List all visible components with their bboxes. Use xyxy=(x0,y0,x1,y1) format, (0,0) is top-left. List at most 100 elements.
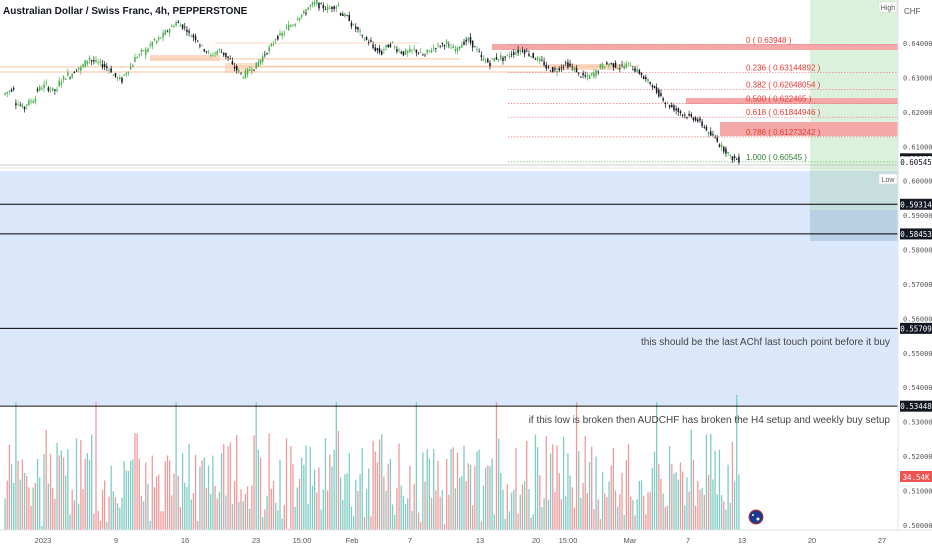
volume-bar xyxy=(236,435,238,530)
volume-bar xyxy=(329,454,331,530)
volume-bar xyxy=(207,465,210,530)
price-level-badge-bg xyxy=(900,322,932,334)
candle-body xyxy=(432,47,435,49)
candle-body xyxy=(681,114,684,116)
candle-body xyxy=(406,50,409,53)
volume-bar xyxy=(216,498,218,530)
volume-bar xyxy=(121,497,123,530)
candle-body xyxy=(729,155,732,157)
price-axis[interactable] xyxy=(898,0,932,530)
volume-bar xyxy=(309,447,311,530)
fibonacci-retracement[interactable]: 0 ( 0.63948 ) 0.236 ( 0.63144892 ) 0.382 (… xyxy=(508,36,898,163)
candle-body xyxy=(679,111,682,114)
volume-bar xyxy=(541,507,543,530)
candle-body xyxy=(493,58,496,62)
candle-body xyxy=(439,45,441,47)
volume-bar xyxy=(727,464,729,530)
volume-bar xyxy=(688,491,690,530)
candle-body xyxy=(508,55,511,57)
candle-body xyxy=(528,53,530,56)
volume-bar xyxy=(19,479,21,530)
volume-bar xyxy=(203,457,205,530)
volume-bar xyxy=(123,461,125,530)
volume-bar xyxy=(684,505,686,530)
volume-bar xyxy=(645,514,647,530)
candle-body xyxy=(296,19,299,21)
candle-body xyxy=(456,47,459,51)
volume-bar xyxy=(8,444,11,530)
candle-body xyxy=(526,50,528,52)
volume-bar xyxy=(506,484,508,530)
candle-body xyxy=(556,70,558,73)
candle-body xyxy=(84,60,86,68)
candle-body xyxy=(335,6,338,9)
australia-flag-icon[interactable] xyxy=(748,509,764,525)
candle-body xyxy=(580,76,582,78)
orange-zone xyxy=(150,55,220,61)
volume-bar xyxy=(363,517,366,530)
volume-bar xyxy=(95,402,97,530)
volume-bar xyxy=(720,495,723,530)
candle-body xyxy=(694,117,697,121)
volume-bar xyxy=(253,435,255,530)
candle-body xyxy=(99,61,102,63)
candle-body xyxy=(326,6,329,10)
candle-body xyxy=(597,71,599,73)
volume-bar xyxy=(13,482,15,530)
volume-bar xyxy=(199,466,201,530)
candle-body xyxy=(426,49,428,53)
candle-body xyxy=(616,67,619,69)
candle-body xyxy=(419,51,422,53)
volume-bar xyxy=(127,470,130,530)
candle-body xyxy=(441,43,444,44)
annotation-last-touch: this should be the last AChf last touch … xyxy=(641,337,890,348)
candle-body xyxy=(363,39,366,41)
time-axis[interactable] xyxy=(0,530,932,550)
candle-body xyxy=(58,80,60,87)
candle-body xyxy=(255,62,257,69)
candle-body xyxy=(601,63,604,69)
candle-body xyxy=(153,39,156,40)
candle-body xyxy=(510,54,513,55)
candle-body xyxy=(655,87,658,93)
candle-body xyxy=(21,104,24,108)
volume-bar xyxy=(73,500,76,530)
candle-body xyxy=(209,54,212,56)
candle-body xyxy=(539,58,541,62)
candle-body xyxy=(88,57,91,60)
flag-star-icon xyxy=(756,517,760,521)
volume-bar xyxy=(569,475,571,530)
volume-bar xyxy=(15,402,17,530)
volume-bar xyxy=(97,510,99,530)
candle-body xyxy=(437,44,439,45)
candle-body xyxy=(577,72,580,74)
volume-bar xyxy=(610,465,612,530)
candle-body xyxy=(569,63,571,67)
candle-body xyxy=(402,51,405,56)
volume-bar xyxy=(339,477,342,530)
volume-bar xyxy=(454,488,456,530)
candle-body xyxy=(688,113,690,116)
volume-bar xyxy=(188,443,190,530)
candle-body xyxy=(673,105,675,111)
candle-body xyxy=(536,57,539,60)
volume-bar xyxy=(201,460,203,530)
volume-bar xyxy=(65,475,67,530)
candle-body xyxy=(333,6,335,10)
volume-bar xyxy=(707,474,710,530)
volume-bar xyxy=(491,458,493,530)
volume-bar xyxy=(257,449,260,530)
candle-body xyxy=(290,25,292,27)
candle-body xyxy=(710,131,712,136)
candle-body xyxy=(357,27,359,30)
candle-body xyxy=(595,70,597,76)
volume-bar xyxy=(249,508,251,530)
candle-body xyxy=(474,46,476,48)
candle-body xyxy=(261,56,264,62)
volume-bar xyxy=(387,464,389,530)
candle-body xyxy=(4,92,6,95)
volume-bar xyxy=(184,482,186,530)
candle-body xyxy=(6,91,9,94)
